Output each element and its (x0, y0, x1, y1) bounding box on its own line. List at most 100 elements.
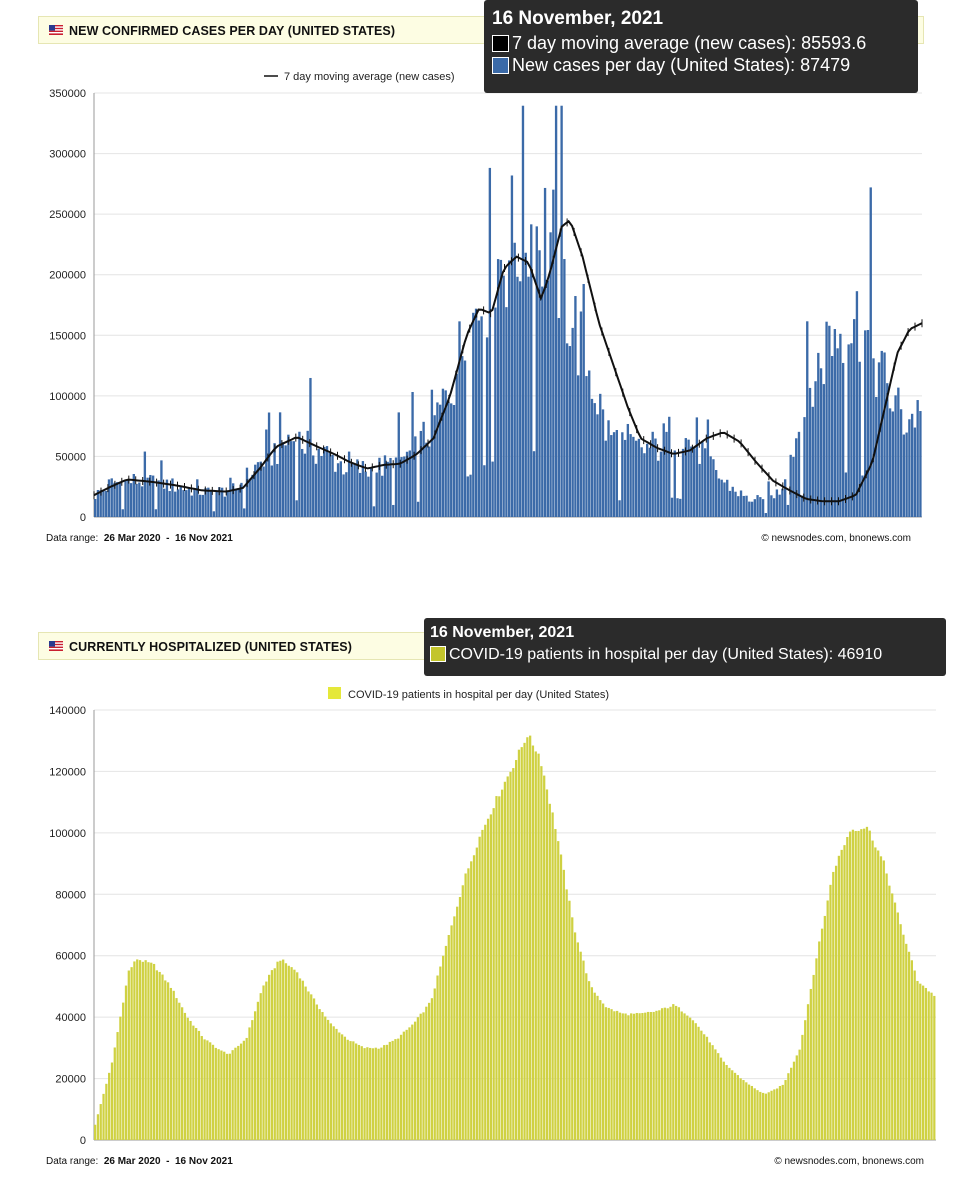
cases-bar (174, 491, 177, 517)
hospital-bar (408, 1027, 411, 1140)
hospital-bar (877, 850, 880, 1140)
hospital-bar (357, 1044, 361, 1140)
hospital-bar (500, 789, 504, 1140)
hospital-bar (714, 1049, 717, 1140)
hospital-bar (557, 841, 560, 1140)
hospital-bar (610, 1009, 613, 1140)
hospital-bar (863, 828, 866, 1140)
hospital-bar (753, 1088, 756, 1140)
cases-bar (712, 459, 715, 517)
cases-bar (817, 352, 820, 517)
hospital-credit: © newsnodes.com, bnonews.com (774, 1156, 924, 1167)
hospital-bar (896, 912, 899, 1140)
cases-bar (118, 481, 122, 517)
cases-bar (381, 475, 384, 517)
cases-bar (196, 479, 199, 517)
hospital-bar (416, 1017, 420, 1140)
cases-bar (640, 447, 643, 517)
hospital-bar (711, 1045, 714, 1140)
hospital-bar (790, 1067, 793, 1140)
hospital-bar (674, 1005, 678, 1140)
hospital-bar (284, 963, 288, 1140)
hospital-bar (383, 1045, 386, 1140)
hospital-bar (470, 861, 473, 1140)
hospital-bar (621, 1013, 624, 1140)
hospital-bar (214, 1047, 217, 1140)
hospital-bar (630, 1013, 633, 1140)
hospital-bar (108, 1072, 111, 1140)
hospital-legend-label: COVID-19 patients in hospital per day (U… (348, 689, 609, 701)
cases-bar (728, 490, 732, 517)
cases-bar (94, 499, 97, 517)
hospital-bar (147, 962, 150, 1140)
cases-bar (703, 448, 707, 517)
hospital-bar (548, 803, 551, 1140)
hospital-bar (116, 1032, 119, 1140)
cases-chart-panel: NEW CONFIRMED CASES PER DAY (UNITED STAT… (30, 0, 969, 575)
hospital-bar (767, 1092, 770, 1140)
hospital-bar (801, 1034, 804, 1140)
cases-bar (673, 450, 676, 517)
hospital-bar (439, 966, 442, 1140)
hospital-bar (166, 982, 170, 1140)
hospital-bar (921, 985, 925, 1140)
cases-bar (317, 448, 320, 517)
cases-tooltip: 16 November, 2021 7 day moving average (… (484, 0, 918, 93)
cases-bar (648, 447, 652, 517)
cases-bar (491, 461, 494, 517)
hospital-bar (324, 1016, 327, 1140)
cases-bar (116, 482, 119, 517)
cases-bar (908, 419, 911, 517)
hospital-bar (787, 1073, 790, 1140)
hospital-bar (596, 995, 599, 1140)
hospital-bar (405, 1029, 408, 1140)
cases-bar (767, 481, 770, 517)
cases-bar (452, 405, 456, 517)
cases-bar (295, 500, 298, 517)
cases-bar (864, 330, 867, 517)
cases-bar (880, 350, 883, 517)
cases-bar (411, 392, 414, 517)
cases-bar (485, 337, 489, 517)
cases-bar (422, 421, 425, 517)
cases-bar (828, 325, 831, 517)
hospital-bar (178, 1002, 181, 1140)
hospital-bar (590, 987, 594, 1140)
cases-bar (99, 490, 102, 517)
cases-bar (601, 409, 605, 517)
hospital-bar (298, 978, 302, 1140)
cases-bar (883, 352, 886, 517)
cases-bar (745, 495, 748, 517)
hospital-bar (282, 959, 285, 1140)
cases-bar (207, 487, 210, 517)
cases-bar (596, 414, 599, 517)
us-flag-icon (49, 641, 63, 651)
hospital-bar (183, 1012, 187, 1140)
hospital-bar (161, 974, 164, 1140)
cases-bar (146, 477, 149, 517)
cases-bar (389, 457, 392, 517)
cases-bar (869, 187, 872, 517)
hospital-bar (102, 1093, 105, 1140)
hospital-y-tick-label: 0 (80, 1135, 86, 1147)
hospital-bar (371, 1048, 375, 1140)
cases-bar (761, 499, 765, 517)
hospital-bar (616, 1010, 619, 1140)
hospital-bar (686, 1015, 689, 1140)
cases-bar (463, 360, 467, 517)
hospital-bar (632, 1013, 636, 1140)
cases-bar (579, 311, 583, 517)
hospital-bar (646, 1011, 650, 1140)
cases-bar (574, 296, 577, 517)
cases-bar (466, 476, 469, 517)
hospital-bar (239, 1043, 243, 1140)
hospital-bar (195, 1028, 198, 1140)
hospital-bar (902, 934, 905, 1140)
cases-bar (530, 224, 533, 517)
hospital-bar (562, 869, 565, 1140)
cases-y-tick-label: 200000 (49, 270, 86, 282)
cases-bar (176, 489, 180, 517)
cases-bar (886, 383, 889, 517)
hospital-bar (644, 1012, 647, 1140)
cases-bar (897, 387, 900, 517)
